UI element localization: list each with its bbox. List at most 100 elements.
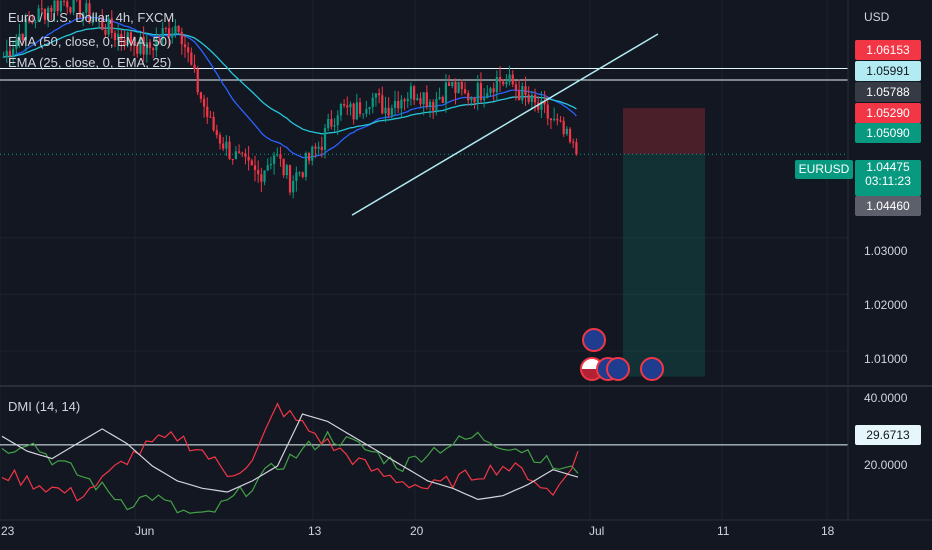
candle-body: [562, 120, 565, 135]
candle-body: [231, 158, 234, 160]
candle-body: [412, 86, 416, 100]
stop-loss-zone: [623, 108, 705, 155]
candle-body: [88, 3, 91, 23]
candle-body: [104, 29, 107, 35]
candle-body: [8, 50, 12, 57]
candle-body: [454, 81, 457, 94]
candle-body: [495, 76, 498, 93]
candle-body: [330, 118, 333, 127]
candle-body: [164, 28, 168, 30]
candle-body: [269, 163, 273, 166]
candle-body: [384, 107, 387, 114]
candle-body: [362, 113, 365, 115]
candle-body: [546, 104, 549, 119]
dmi-tick-40: 40.0000: [864, 391, 908, 405]
candle-body: [311, 146, 314, 161]
candle-body: [470, 97, 473, 101]
candle-body: [282, 158, 285, 176]
candle-body: [228, 141, 231, 159]
date-label-11: 11: [717, 524, 730, 538]
candle-body: [444, 82, 448, 103]
eu-event-icon[interactable]: [640, 357, 664, 381]
horizontal-levels[interactable]: [0, 67, 848, 155]
candle-body: [15, 39, 18, 49]
candle-body: [441, 97, 444, 103]
candle-body: [237, 151, 241, 153]
grid-lines: [0, 0, 848, 520]
candle-body: [31, 21, 34, 23]
candle-body: [139, 36, 142, 54]
candle-body: [145, 42, 148, 55]
candle-body: [171, 33, 174, 38]
candle-body: [381, 95, 384, 114]
candle-body: [123, 40, 126, 46]
legend-symbol: Euro / U.S. Dollar, 4h, FXCM: [8, 10, 175, 25]
candle-body: [40, 8, 43, 10]
candle-body: [91, 19, 94, 23]
candle-body: [24, 18, 27, 41]
candle-body: [336, 115, 339, 126]
axis-tick-2: 1.02000: [864, 298, 908, 312]
candle-body: [327, 118, 330, 129]
price-tag: 1.05290: [855, 103, 921, 123]
price-tag: 1.06153: [855, 40, 921, 60]
candle-body: [314, 146, 317, 149]
date-label-18: 18: [821, 524, 835, 538]
candle-body: [47, 7, 50, 20]
date-label-20: 20: [410, 524, 424, 538]
bar-countdown: 03:11:23: [865, 174, 911, 188]
eu-event-icon[interactable]: [582, 328, 606, 352]
candle-body: [260, 174, 263, 182]
candle-body: [279, 154, 282, 159]
candle-body: [167, 28, 171, 38]
candle-body: [339, 104, 343, 116]
candle-body: [483, 98, 486, 101]
candle-body: [568, 128, 572, 142]
candle-body: [152, 48, 155, 51]
candle-body: [371, 97, 374, 108]
candle-body: [422, 92, 425, 105]
candle-body: [244, 153, 247, 157]
ascending-trendline: [351, 33, 659, 216]
candle-body: [317, 146, 320, 149]
candle-body: [406, 98, 409, 102]
eu-event-icon[interactable]: [606, 357, 630, 381]
candle-body: [110, 18, 113, 33]
legend-ema25: EMA (25, close, 0, EMA, 25): [8, 55, 172, 70]
date-label-13: 13: [308, 524, 322, 538]
candle-body: [285, 165, 288, 176]
candle-body: [27, 18, 31, 22]
candle-body: [276, 154, 279, 156]
trendline[interactable]: [351, 33, 659, 216]
candle-body: [202, 98, 206, 107]
candle-body: [428, 101, 432, 107]
candlesticks: [2, 0, 578, 199]
candle-body: [126, 32, 129, 46]
candle-body: [266, 165, 269, 171]
candle-body: [397, 101, 400, 109]
candle-body: [218, 134, 222, 144]
current-price-tag: 1.04475 03:11:23: [855, 160, 921, 196]
price-tag: 1.05788: [855, 82, 921, 102]
candle-body: [473, 97, 476, 103]
candle-body: [177, 26, 180, 32]
di-plus-line: [1, 430, 579, 514]
candle-body: [438, 97, 441, 100]
candle-body: [448, 82, 451, 87]
candle-body: [352, 103, 355, 120]
candle-body: [222, 143, 225, 149]
candle-body: [333, 125, 336, 127]
short-position-tool[interactable]: [623, 108, 705, 377]
date-label-jun: Jun: [135, 524, 155, 538]
candle-body: [2, 56, 5, 58]
candle-body: [292, 180, 295, 193]
candle-body: [540, 100, 543, 110]
take-profit-zone: [623, 154, 705, 377]
candle-body: [409, 86, 413, 99]
candle-body: [288, 165, 292, 193]
candle-body: [533, 94, 537, 103]
candle-body: [479, 83, 483, 101]
candle-body: [403, 99, 406, 102]
axis-tick-3: 1.01000: [864, 352, 908, 366]
